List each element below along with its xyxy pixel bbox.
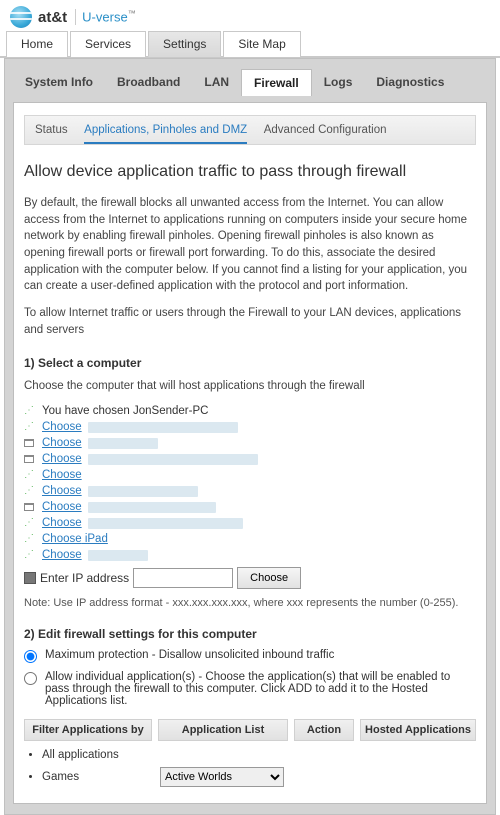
- content-area: Status Applications, Pinholes and DMZ Ad…: [13, 102, 487, 804]
- choose-computer-link[interactable]: Choose: [42, 437, 82, 449]
- choose-computer-link[interactable]: Choose: [42, 485, 82, 497]
- redacted-name: [88, 486, 198, 497]
- choose-computer-link[interactable]: Choose: [42, 453, 82, 465]
- chosen-computer-row: ⋰ You have chosen JonSender-PC: [24, 403, 476, 419]
- wifi-icon: ⋰: [24, 422, 36, 432]
- col-applist: Application List: [158, 719, 288, 741]
- computer-row: ⋰ Choose iPad: [24, 531, 476, 547]
- tab-home[interactable]: Home: [6, 31, 68, 57]
- ip-input[interactable]: [133, 568, 233, 588]
- computer-row: Choose: [24, 451, 476, 467]
- wifi-icon: ⋰: [24, 550, 36, 560]
- computer-row: Choose: [24, 499, 476, 515]
- tab-services[interactable]: Services: [70, 31, 146, 57]
- ip-choose-button[interactable]: Choose: [237, 567, 301, 589]
- sub-tabs: System Info Broadband LAN Firewall Logs …: [7, 63, 493, 102]
- chosen-computer-text: You have chosen JonSender-PC: [42, 405, 208, 417]
- redacted-name: [88, 438, 158, 449]
- redacted-name: [88, 454, 258, 465]
- device-icon: [24, 572, 36, 584]
- terttab-apps-pinholes[interactable]: Applications, Pinholes and DMZ: [84, 124, 247, 144]
- radio-allow-individual-input[interactable]: [24, 672, 37, 685]
- intro-paragraph-2: To allow Internet traffic or users throu…: [24, 305, 476, 338]
- col-hosted: Hosted Applications: [360, 719, 476, 741]
- computer-row: ⋰ Choose: [24, 419, 476, 435]
- choose-computer-link[interactable]: Choose: [42, 517, 82, 529]
- radio-max-protection[interactable]: Maximum protection - Disallow unsolicite…: [24, 649, 476, 663]
- subtab-lan[interactable]: LAN: [192, 69, 241, 96]
- tab-settings[interactable]: Settings: [148, 31, 221, 57]
- choose-computer-link[interactable]: Choose: [42, 469, 82, 481]
- app-columns-header: Filter Applications by Application List …: [24, 719, 476, 741]
- computer-row: ⋰ Choose: [24, 483, 476, 499]
- computer-row: ⋰ Choose: [24, 467, 476, 483]
- col-filter: Filter Applications by: [24, 719, 152, 741]
- ip-entry-row: Enter IP address Choose: [24, 567, 476, 589]
- brand-name: at&t: [38, 9, 67, 26]
- wifi-icon: ⋰: [24, 534, 36, 544]
- radio-allow-individual-label: Allow individual application(s) - Choose…: [45, 671, 476, 707]
- terttab-status[interactable]: Status: [35, 124, 68, 136]
- settings-panel: System Info Broadband LAN Firewall Logs …: [4, 58, 496, 815]
- wifi-icon: ⋰: [24, 518, 36, 528]
- choose-computer-link[interactable]: Choose: [42, 549, 82, 561]
- step1-subtext: Choose the computer that will host appli…: [24, 378, 476, 395]
- subtab-diagnostics[interactable]: Diagnostics: [364, 69, 456, 96]
- tab-sitemap[interactable]: Site Map: [223, 31, 300, 57]
- ip-format-note: Note: Use IP address format - xxx.xxx.xx…: [24, 597, 476, 609]
- page-title: Allow device application traffic to pass…: [24, 163, 476, 181]
- col-action: Action: [294, 719, 354, 741]
- subtab-broadband[interactable]: Broadband: [105, 69, 192, 96]
- wifi-icon: ⋰: [24, 486, 36, 496]
- ethernet-icon: [24, 502, 36, 512]
- filter-all-applications[interactable]: All applications: [42, 749, 476, 761]
- wifi-icon: ⋰: [24, 470, 36, 480]
- filter-list: All applications Games Active Worlds: [42, 749, 476, 787]
- brand-bar: at&t U-verse™: [0, 0, 500, 30]
- computer-row: ⋰ Choose: [24, 547, 476, 563]
- application-select[interactable]: Active Worlds: [160, 767, 284, 787]
- subtab-system-info[interactable]: System Info: [13, 69, 105, 96]
- step2-heading: 2) Edit firewall settings for this compu…: [24, 627, 476, 641]
- subtab-logs[interactable]: Logs: [312, 69, 365, 96]
- tertiary-tabs: Status Applications, Pinholes and DMZ Ad…: [24, 115, 476, 145]
- subtab-firewall[interactable]: Firewall: [241, 69, 312, 96]
- redacted-name: [88, 550, 148, 561]
- intro-paragraph-1: By default, the firewall blocks all unwa…: [24, 195, 476, 295]
- ethernet-icon: [24, 454, 36, 464]
- radio-max-protection-label: Maximum protection - Disallow unsolicite…: [45, 649, 334, 661]
- computer-list: ⋰ You have chosen JonSender-PC ⋰ Choose …: [24, 403, 476, 589]
- computer-row: ⋰ Choose: [24, 515, 476, 531]
- main-tabs: Home Services Settings Site Map: [0, 30, 500, 58]
- redacted-name: [88, 422, 238, 433]
- att-globe-icon: [10, 6, 32, 28]
- choose-computer-link[interactable]: Choose: [42, 501, 82, 513]
- brand-product: U-verse™: [75, 9, 136, 24]
- step1-heading: 1) Select a computer: [24, 356, 476, 370]
- wifi-icon: ⋰: [24, 406, 36, 416]
- radio-max-protection-input[interactable]: [24, 650, 37, 663]
- computer-row: Choose: [24, 435, 476, 451]
- radio-allow-individual[interactable]: Allow individual application(s) - Choose…: [24, 671, 476, 707]
- choose-computer-link-ipad[interactable]: Choose iPad: [42, 533, 108, 545]
- ip-label: Enter IP address: [40, 571, 129, 585]
- ethernet-icon: [24, 438, 36, 448]
- redacted-name: [88, 518, 243, 529]
- redacted-name: [88, 502, 216, 513]
- terttab-advanced[interactable]: Advanced Configuration: [264, 124, 387, 136]
- choose-computer-link[interactable]: Choose: [42, 421, 82, 433]
- filter-games[interactable]: Games: [42, 771, 160, 783]
